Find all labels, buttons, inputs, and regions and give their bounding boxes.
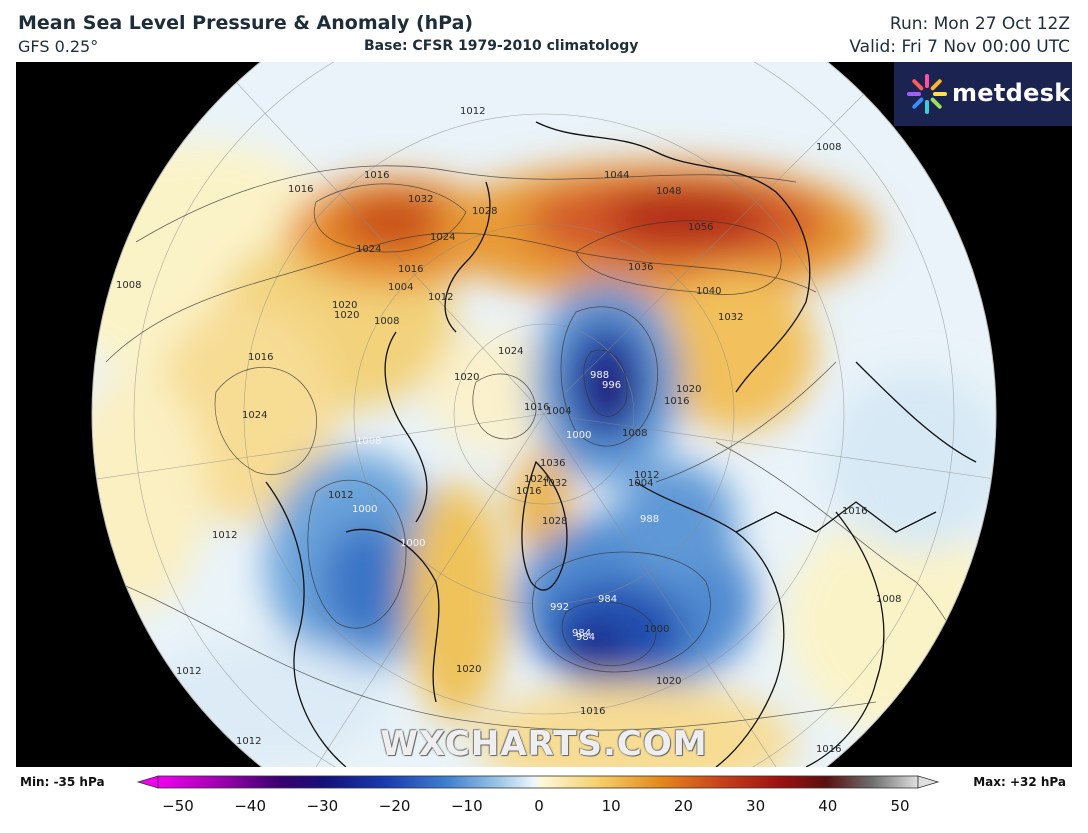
isobar-label: 1056 — [688, 222, 713, 233]
isobar-label: 1016 — [398, 264, 423, 275]
climatology-base-label: Base: CFSR 1979-2010 climatology — [364, 38, 639, 54]
isobar-label: 984 — [572, 628, 591, 639]
isobar-label: 1016 — [248, 352, 273, 363]
valid-time-label: Valid: Fri 7 Nov 00:00 UTC — [849, 37, 1070, 57]
isobar-label: 1008 — [374, 316, 399, 327]
chart-title: Mean Sea Level Pressure & Anomaly (hPa) — [18, 12, 474, 34]
isobar-label: 1020 — [454, 372, 479, 383]
colorbar-ramp — [136, 775, 940, 789]
graticule — [92, 62, 996, 767]
isobar-label: 1028 — [542, 516, 567, 527]
isobar-label: 1008 — [622, 428, 647, 439]
isobar-label: 984 — [598, 594, 617, 605]
isobar-label: 1012 — [212, 530, 237, 541]
isobar-label: 1008 — [116, 280, 141, 291]
isobar-label: 1020 — [676, 384, 701, 395]
isobar-label: 1036 — [628, 262, 653, 273]
watermark: WXCHARTS.COM — [380, 724, 708, 764]
isobar-label: 1040 — [696, 286, 721, 297]
colorbar-tick: −50 — [162, 797, 194, 815]
isobar-label: 1016 — [816, 744, 841, 755]
isobar-label: 1024 — [356, 244, 381, 255]
isobar-label: 1032 — [408, 194, 433, 205]
isobar-label: 1016 — [288, 184, 313, 195]
colorbar-tick: 0 — [534, 797, 544, 815]
low-center-label: 996 — [602, 380, 621, 391]
isobar-label: 1016 — [842, 506, 867, 517]
isobar-label: 1008 — [876, 594, 901, 605]
isobar-label: 992 — [550, 602, 569, 613]
isobar-label: 1048 — [656, 186, 681, 197]
isobar-label: 1004 — [388, 282, 413, 293]
metdesk-flower-icon — [907, 74, 947, 114]
model-label: GFS 0.25° — [18, 37, 99, 56]
map-panel[interactable]: 1032 1028 1024 1016 1048 1056 1044 1036 … — [16, 62, 1072, 767]
run-time-label: Run: Mon 27 Oct 12Z — [889, 14, 1070, 34]
isobar-label: 1020 — [334, 310, 359, 321]
isobar-label: 1016 — [524, 402, 549, 413]
isobar-label: 1012 — [428, 292, 453, 303]
metdesk-logo-text: metdesk — [952, 79, 1071, 107]
isobar-label: 1032 — [718, 312, 743, 323]
metdesk-logo: metdesk — [894, 62, 1072, 126]
colorbar-tick: −40 — [234, 797, 267, 815]
isobar-label: 1044 — [604, 170, 629, 181]
isobar-label: 1004 — [546, 406, 571, 417]
low-center-label: 988 — [590, 370, 609, 381]
isobar-label: 1016 — [580, 706, 605, 717]
colorbar-tick: 50 — [890, 797, 910, 815]
isobar-label: 1008 — [356, 436, 381, 447]
low-center-label: 984 — [576, 632, 595, 643]
isobar-labels: 1032 1028 1024 1016 1048 1056 1044 1036 … — [116, 106, 901, 755]
polar-map: 1032 1028 1024 1016 1048 1056 1044 1036 … — [16, 62, 1072, 767]
isobar-label: 1016 — [516, 486, 541, 497]
colorbar: Min: -35 hPa Max: +32 hPa −50 −40 −30 −20 −1… — [0, 767, 1088, 833]
colorbar-tick: 40 — [818, 797, 838, 815]
isobar-label: 1036 — [540, 458, 565, 469]
colorbar-tick: 30 — [746, 797, 766, 815]
isobar-label: 1016 — [664, 396, 689, 407]
isobar-label: 988 — [640, 514, 659, 525]
pressure-centers: 988 996 984 — [576, 370, 621, 643]
isobar-label: 1028 — [472, 206, 497, 217]
colorbar-min-label: Min: -35 hPa — [20, 775, 105, 789]
colorbar-tick: 20 — [673, 797, 693, 815]
isobar-label: 1024 — [524, 474, 549, 485]
isobar-label: 1000 — [566, 430, 591, 441]
isobar-label: 1000 — [644, 624, 669, 635]
isobar-label: 1008 — [816, 142, 841, 153]
isobar-label: 1016 — [364, 170, 389, 181]
header: Mean Sea Level Pressure & Anomaly (hPa) … — [0, 0, 1088, 62]
colorbar-tick: −10 — [450, 797, 483, 815]
isobar-label: 1004 — [628, 478, 653, 489]
isobar-label: 1012 — [176, 666, 201, 677]
colorbar-max-label: Max: +32 hPa — [973, 775, 1066, 789]
isobar-label: 1020 — [332, 300, 357, 311]
isobar-label: 1012 — [634, 470, 659, 481]
coastlines — [265, 121, 977, 767]
isobar-label: 1020 — [656, 676, 681, 687]
colorbar-tick: −30 — [306, 797, 339, 815]
isobar-label: 1032 — [542, 478, 567, 489]
anomaly-field — [92, 142, 996, 767]
isobar-label: 1012 — [460, 106, 485, 117]
isobar-label: 1024 — [498, 346, 523, 357]
isobar-label: 1024 — [430, 232, 455, 243]
colorbar-tick: −20 — [378, 797, 411, 815]
isobar-label: 1000 — [352, 504, 377, 515]
isobar-label: 1012 — [236, 736, 261, 747]
isobar-label: 1012 — [328, 490, 353, 501]
isobar-label: 1020 — [456, 664, 481, 675]
isobar-label: 1024 — [242, 410, 267, 421]
isobar-label: 1000 — [400, 538, 425, 549]
colorbar-tick: 10 — [601, 797, 621, 815]
